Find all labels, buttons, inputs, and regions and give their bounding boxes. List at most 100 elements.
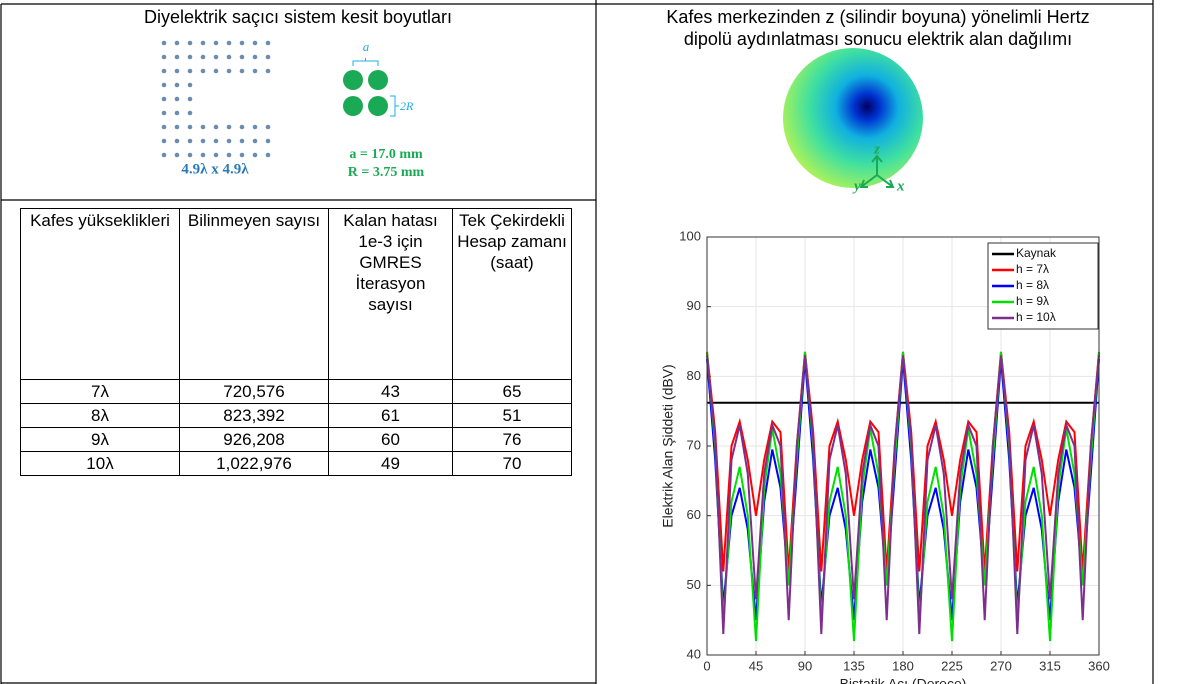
dot [226,54,232,60]
dot [213,40,219,46]
legend-label: h = 7λ [1016,262,1049,276]
dot [187,40,193,46]
dot [174,138,180,144]
chart: 0 45 90 135 180 225 270 315 360 40 50 60 70 80 90 100 Bi… [660,228,1110,684]
dot [239,152,245,158]
x-tick-label: 45 [749,658,763,673]
table-cell: 10λ [20,451,180,476]
plot-frame [706,236,1100,656]
x-tick-label: 0 [703,658,710,673]
dot [200,40,206,46]
dot [161,124,167,130]
dot [161,40,167,46]
table-cell: 7λ [20,379,180,404]
dot [174,124,180,130]
dot [174,40,180,46]
table-cell: 720,576 [179,379,329,404]
dot [200,68,206,74]
r-bracket [390,95,399,117]
dot [265,124,271,130]
dot [213,152,219,158]
dot [252,54,258,60]
dot [187,82,193,88]
dot [161,152,167,158]
table-cell: Bilinmeyen sayısı [179,208,329,380]
a-bracket [352,58,379,66]
y-tick-label: 60 [687,507,701,522]
x-tick-label: 315 [1039,658,1061,673]
table-cell: 70 [452,451,572,476]
dot [252,138,258,144]
axis-z: z [873,141,880,157]
a-label: a [363,39,370,54]
y-tick-label: 50 [687,577,701,592]
dot [252,124,258,130]
dot [200,152,206,158]
dot [174,152,180,158]
table-cell: Tek Çekirdekli Hesap zamanı (saat) [452,208,572,380]
legend-label: Kaynak [1016,246,1057,260]
table-row: 10λ 1,022,976 49 70 [20,451,572,476]
legend-label: h = 9λ [1016,294,1049,308]
dot [161,54,167,60]
table-cell: Kalan hatası 1e-3 için GMRES İterasyon s… [328,208,453,380]
dot [226,124,232,130]
dot [187,124,193,130]
dot [187,96,193,102]
y-tick-label: 80 [687,368,701,383]
x-tick-label: 225 [941,658,963,673]
dot [187,68,193,74]
dot [187,138,193,144]
dot [174,68,180,74]
left-title: Diyelektrik saçıcı sistem kesit boyutlar… [144,7,452,27]
dot [239,138,245,144]
series-line [706,355,1100,635]
table-cell: 61 [328,403,453,428]
table-cell: 65 [452,379,572,404]
table-row: Kafes yükseklikleri Bilinmeyen sayısı Kala… [20,208,572,380]
table-cell: Kafes yükseklikleri [20,208,180,380]
dot [187,152,193,158]
table-row: 8λ 823,392 61 51 [20,403,572,428]
legend-label: h = 8λ [1016,278,1049,292]
dot [213,54,219,60]
dot [239,124,245,130]
table-row: 7λ 720,576 43 65 [20,379,572,404]
dot [265,68,271,74]
table-cell: 926,208 [179,427,329,452]
a-value: a = 17.0 mm [349,147,423,162]
dot [265,54,271,60]
dot [252,152,258,158]
axis-y: y [852,178,861,194]
dot [161,68,167,74]
field-sphere [783,48,923,188]
y-tick-label: 90 [687,298,701,313]
table-cell: 51 [452,403,572,428]
dot [200,124,206,130]
y-axis-label: Elektrik Alan Şiddeti (dBV) [660,364,676,527]
cylinder [368,96,388,116]
x-tick-label: 180 [892,658,914,673]
dot [161,96,167,102]
y-tick-label: 100 [679,228,701,243]
table-row: 9λ 926,208 60 76 [20,427,572,452]
x-tick-label: 360 [1088,658,1110,673]
cell-borders [0,0,1154,684]
legend-label: h = 10λ [1016,310,1056,324]
dot [226,68,232,74]
dot [252,68,258,74]
dot [174,82,180,88]
dot [239,54,245,60]
dot [200,54,206,60]
dot [213,68,219,74]
y-tick-label: 40 [687,646,701,661]
dot [265,40,271,46]
dot [252,40,258,46]
dot [174,54,180,60]
cylinders [343,70,388,116]
dot [226,138,232,144]
dot [226,40,232,46]
dot [161,110,167,116]
cylinder [343,70,363,90]
